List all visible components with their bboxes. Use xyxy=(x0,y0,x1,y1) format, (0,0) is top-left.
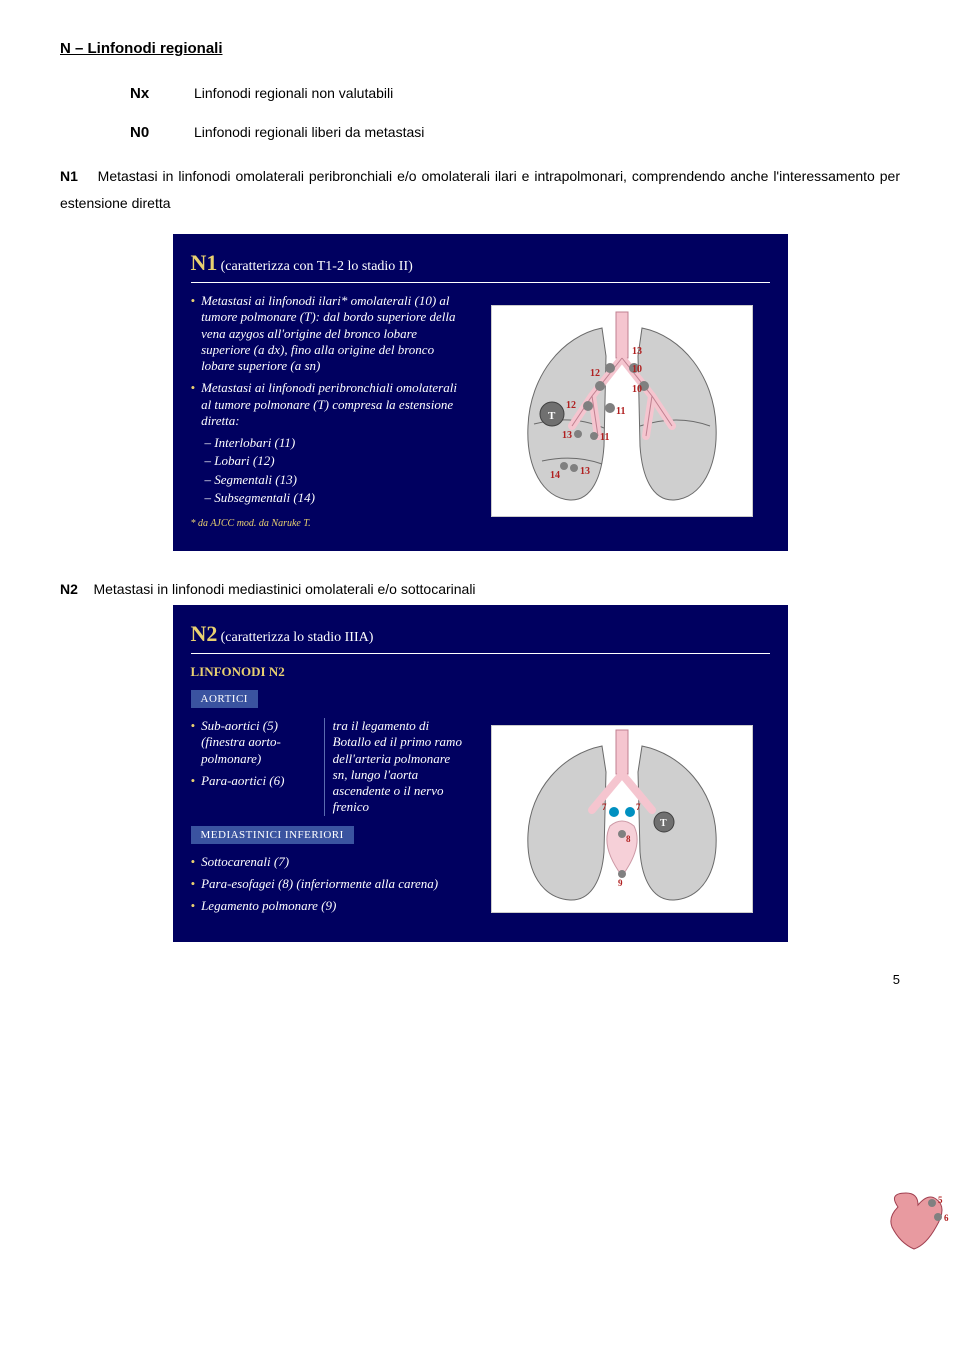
bullet-dot-icon: • xyxy=(191,380,196,429)
slide2-title: N2 (caratterizza lo stadio IIIA) xyxy=(191,621,770,654)
diagram-tumor-label: T xyxy=(548,410,556,422)
slide2-left: •Sub-aortici (5) (finestra aorto-polmona… xyxy=(191,718,463,920)
svg-text:13: 13 xyxy=(562,430,572,441)
heart-inset-icon: 5 6 xyxy=(878,1187,956,1255)
svg-text:10: 10 xyxy=(632,384,642,395)
inf-item: Para-esofagei (8) (inferiormente alla ca… xyxy=(201,876,438,892)
aortic-right-text: tra il legamento di Botallo ed il primo … xyxy=(324,718,463,816)
svg-text:6: 6 xyxy=(944,1213,949,1223)
slide1-bullet-text: Metastasi ai linfonodi ilari* omolateral… xyxy=(201,293,463,374)
para-n1: N1 Metastasi in linfonodi omolaterali pe… xyxy=(60,163,900,216)
bullet-dot-icon: • xyxy=(191,293,196,374)
code-n2: N2 xyxy=(60,581,78,597)
slide1-stage: N1 xyxy=(191,250,218,275)
code-n0: N0 xyxy=(130,124,194,141)
bullet-dot-icon: • xyxy=(191,898,196,914)
page-number: 5 xyxy=(60,972,900,987)
svg-text:12: 12 xyxy=(566,400,576,411)
text-nx: Linfonodi regionali non valutabili xyxy=(194,85,393,101)
svg-text:14: 14 xyxy=(550,470,560,481)
svg-text:13: 13 xyxy=(632,346,642,357)
slide2-stage: N2 xyxy=(191,621,218,646)
slide1-bullet: • Metastasi ai linfonodi peribronchiali … xyxy=(191,380,463,429)
slide1-bullet: • Metastasi ai linfonodi ilari* omolater… xyxy=(191,293,463,374)
slide2: N2 (caratterizza lo stadio IIIA) LINFONO… xyxy=(173,605,788,942)
slide1: N1 (caratterizza con T1-2 lo stadio II) … xyxy=(173,234,788,551)
slide1-diagram: T 13 10 12 10 12 11 13 xyxy=(491,305,753,517)
slide2-diagram: T 7 7 8 9 xyxy=(491,725,753,913)
text-n2: Metastasi in linfonodi mediastinici omol… xyxy=(93,581,475,597)
svg-text:9: 9 xyxy=(618,878,623,888)
svg-text:T: T xyxy=(660,818,667,829)
svg-text:12: 12 xyxy=(590,368,600,379)
slide1-sub: – Subsegmentali (14) xyxy=(205,490,463,506)
slide2-stage-note: (caratterizza lo stadio IIIA) xyxy=(221,630,374,645)
slide2-right: T 7 7 8 9 xyxy=(475,718,770,920)
bullet-dot-icon: • xyxy=(191,876,196,892)
slide1-right: T 13 10 12 10 12 11 13 xyxy=(475,293,770,529)
aortic-left-item: Para-aortici (6) xyxy=(201,773,284,789)
code-nx: Nx xyxy=(130,85,194,102)
svg-text:11: 11 xyxy=(600,432,609,443)
svg-text:7: 7 xyxy=(602,802,607,812)
slide1-footnote: * da AJCC mod. da Naruke T. xyxy=(191,518,463,529)
slide1-wrap: N1 (caratterizza con T1-2 lo stadio II) … xyxy=(60,234,900,551)
aortic-left-item: Sub-aortici (5) (finestra aorto-polmonar… xyxy=(201,718,316,767)
code-n1: N1 xyxy=(60,168,78,184)
para-n2: N2 Metastasi in linfonodi mediastinici o… xyxy=(60,581,900,597)
bullet-dot-icon: • xyxy=(191,854,196,870)
slide1-sub: – Interlobari (11) xyxy=(205,435,463,451)
slide1-title: N1 (caratterizza con T1-2 lo stadio II) xyxy=(191,250,770,283)
inf-item: Legamento polmonare (9) xyxy=(201,898,336,914)
pill-mediastinici: MEDIASTINICI INFERIORI xyxy=(191,826,354,844)
bullet-dot-icon: • xyxy=(191,718,196,767)
slide1-left: • Metastasi ai linfonodi ilari* omolater… xyxy=(191,293,463,529)
slide1-stage-note: (caratterizza con T1-2 lo stadio II) xyxy=(221,259,413,274)
text-n1: Metastasi in linfonodi omolaterali perib… xyxy=(60,168,900,211)
slide1-sub: – Segmentali (13) xyxy=(205,472,463,488)
section-heading: N – Linfonodi regionali xyxy=(60,40,900,57)
slide2-wrap: N2 (caratterizza lo stadio IIIA) LINFONO… xyxy=(60,605,900,942)
svg-text:10: 10 xyxy=(632,364,642,375)
slide1-sub: – Lobari (12) xyxy=(205,453,463,469)
svg-text:11: 11 xyxy=(616,406,625,417)
text-n0: Linfonodi regionali liberi da metastasi xyxy=(194,124,424,140)
def-n0: N0 Linfonodi regionali liberi da metasta… xyxy=(130,124,900,141)
pill-aortici: AORTICI xyxy=(191,690,258,708)
svg-text:8: 8 xyxy=(626,834,631,844)
inf-item: Sottocarenali (7) xyxy=(201,854,289,870)
slide1-bullet-text: Metastasi ai linfonodi peribronchiali om… xyxy=(201,380,463,429)
slide2-subheader: LINFONODI N2 xyxy=(191,664,770,680)
bullet-dot-icon: • xyxy=(191,773,196,789)
aortic-block: •Sub-aortici (5) (finestra aorto-polmona… xyxy=(191,718,463,816)
svg-text:13: 13 xyxy=(580,466,590,477)
svg-text:7: 7 xyxy=(636,802,641,812)
svg-text:5: 5 xyxy=(938,1195,943,1205)
def-nx: Nx Linfonodi regionali non valutabili xyxy=(130,85,900,102)
